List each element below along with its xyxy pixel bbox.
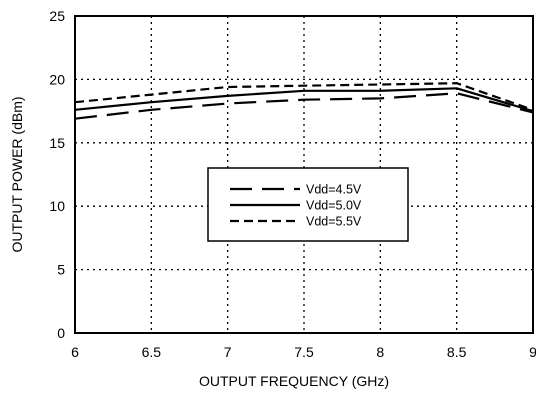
y-tick-label: 10 — [49, 198, 65, 214]
x-tick-label: 9 — [529, 344, 536, 360]
plot-frame — [74, 15, 534, 334]
y-tick-label: 0 — [57, 325, 65, 341]
y-axis-title: OUTPUT POWER (dBm) — [9, 96, 25, 252]
x-tick-label: 6 — [71, 344, 79, 360]
x-tick-label: 7 — [224, 344, 232, 360]
series-line-3 — [75, 82, 533, 111]
x-tick-label: 7.5 — [294, 344, 314, 360]
x-axis-title: OUTPUT FREQUENCY (GHz) — [199, 373, 389, 389]
x-tick-label: 8 — [376, 344, 384, 360]
legend-box — [207, 167, 409, 242]
legend-items: Vdd=4.5V Vdd=5.0V Vdd=5.5V — [230, 183, 362, 229]
legend-label: Vdd=5.5V — [306, 215, 362, 229]
legend: Vdd=4.5V Vdd=5.0V Vdd=5.5V — [207, 167, 409, 242]
y-tick-label: 25 — [49, 8, 65, 24]
series-lines — [75, 82, 533, 120]
y-tick-labels: 0 5 10 15 20 25 — [49, 8, 65, 341]
y-tick-label: 20 — [49, 71, 65, 87]
legend-label: Vdd=4.5V — [306, 183, 362, 197]
legend-label: Vdd=5.0V — [306, 199, 362, 213]
series-line-1 — [75, 92, 533, 120]
series-line-2 — [75, 87, 533, 113]
x-tick-labels: 6 6.5 7 7.5 8 8.5 9 — [71, 344, 536, 360]
y-tick-label: 15 — [49, 135, 65, 151]
x-tick-label: 6.5 — [142, 344, 162, 360]
y-tick-label: 5 — [57, 262, 65, 278]
x-tick-label: 8.5 — [447, 344, 467, 360]
